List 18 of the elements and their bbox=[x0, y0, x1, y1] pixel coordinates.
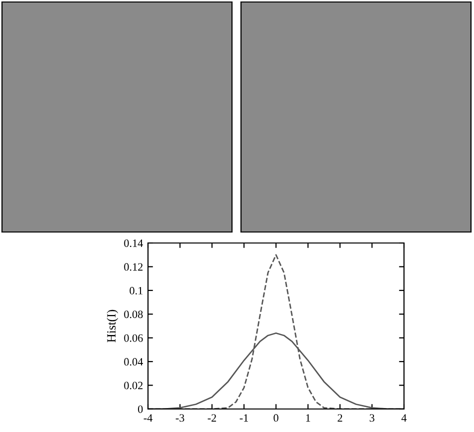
x-tick-label: -2 bbox=[208, 414, 216, 422]
x-tick-label: 4 bbox=[401, 414, 407, 422]
x-tick-label: 3 bbox=[370, 414, 374, 422]
x-tick-label: 0 bbox=[274, 414, 278, 422]
x-tick-label: 2 bbox=[338, 414, 342, 422]
x-tick-label: -4 bbox=[144, 414, 152, 422]
y-tick-label: 0.1 bbox=[130, 286, 142, 294]
x-tick-label: -3 bbox=[176, 414, 184, 422]
y-tick-label: 0 bbox=[138, 405, 143, 413]
y-tick-label: 0.08 bbox=[124, 310, 143, 318]
y-tick-label: 0.14 bbox=[124, 239, 143, 248]
x-tick-label: 1 bbox=[306, 414, 310, 422]
x-tick-label: -1 bbox=[240, 414, 248, 422]
y-tick-label: 0.04 bbox=[124, 358, 143, 366]
y-tick-label: 0.12 bbox=[124, 263, 143, 271]
y-tick-label: 0.06 bbox=[124, 334, 143, 342]
y-axis-title: Hist(I) bbox=[106, 310, 118, 342]
y-tick-label: 0.02 bbox=[124, 382, 143, 390]
